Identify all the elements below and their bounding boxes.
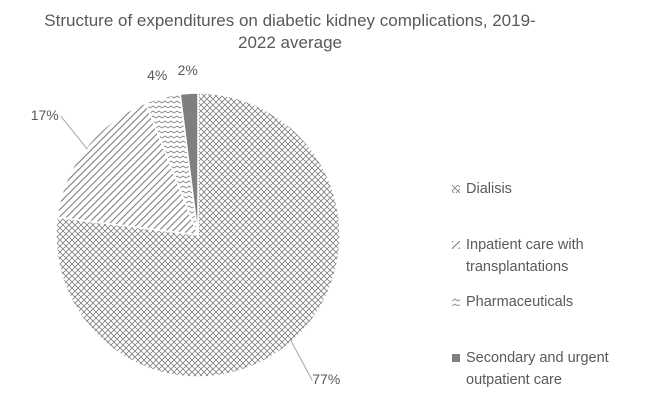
legend-label: Dialisis <box>466 181 512 197</box>
legend-entry: Inpatient care with transplantations <box>452 234 652 278</box>
legend-marker <box>452 354 460 362</box>
legend-swatch <box>452 241 460 249</box>
legend-entry: Pharmaceuticals <box>452 291 652 313</box>
legend-entry: Dialisis <box>452 178 652 200</box>
legend-swatch <box>452 354 460 362</box>
legend-swatch <box>452 185 460 193</box>
legend-swatch <box>452 298 460 306</box>
legend-marker <box>452 241 460 249</box>
pie-slice <box>179 92 199 236</box>
chart-title: Structure of expenditures on diabetic ki… <box>44 11 536 52</box>
legend-label: Inpatient care with transplantations <box>466 237 584 275</box>
legend-entry: Secondary and urgent outpatient care <box>452 347 652 391</box>
legend-label: Pharmaceuticals <box>466 294 574 310</box>
legend-marker <box>452 185 460 193</box>
legend-label: Secondary and urgent outpatient care <box>466 350 609 388</box>
legend-marker <box>452 298 460 306</box>
data-label: 77% <box>312 371 340 387</box>
data-label: 2% <box>178 62 198 78</box>
leader-line <box>60 115 88 150</box>
data-label: 17% <box>31 107 59 123</box>
data-label: 4% <box>147 67 167 83</box>
leader-line <box>290 339 313 381</box>
